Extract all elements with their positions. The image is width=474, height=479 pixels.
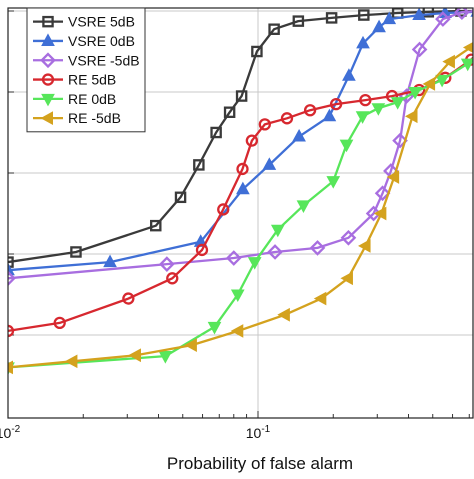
data-point-triangle-up — [293, 130, 305, 141]
data-point-triangle-down — [341, 140, 353, 151]
y-axis-ticks — [8, 11, 14, 335]
data-point-triangle-left — [278, 309, 289, 321]
x-tick-label: 10-1 — [246, 424, 271, 441]
legend-label: RE -5dB — [68, 110, 121, 126]
legend-label: VSRE 5dB — [68, 14, 135, 30]
data-point-triangle-up — [323, 110, 335, 121]
legend-label: VSRE 0dB — [68, 33, 135, 49]
legend-label: VSRE -5dB — [68, 52, 140, 68]
data-point-triangle-left — [66, 355, 77, 367]
legend-item: VSRE -5dB — [33, 52, 140, 68]
data-point-triangle-up — [343, 69, 355, 80]
legend-item: VSRE 5dB — [33, 14, 135, 30]
x-tick-label: 10-2 — [0, 424, 21, 441]
x-axis-ticks — [8, 411, 474, 418]
data-point-triangle-down — [357, 112, 369, 123]
data-point-triangle-up — [373, 21, 385, 32]
x-axis-label: Probability of false alarm — [167, 454, 353, 473]
data-point-triangle-left — [2, 361, 13, 373]
legend-item: RE 5dB — [33, 72, 116, 88]
legend-label: RE 0dB — [68, 91, 116, 107]
data-point-triangle-down — [209, 322, 221, 333]
data-point-triangle-down — [249, 258, 261, 269]
legend-label: RE 5dB — [68, 72, 116, 88]
data-point-triangle-left — [315, 293, 326, 305]
legend: VSRE 5dB VSRE 0dB VSRE -5dB RE 5dB RE 0dB RE … — [27, 8, 145, 132]
